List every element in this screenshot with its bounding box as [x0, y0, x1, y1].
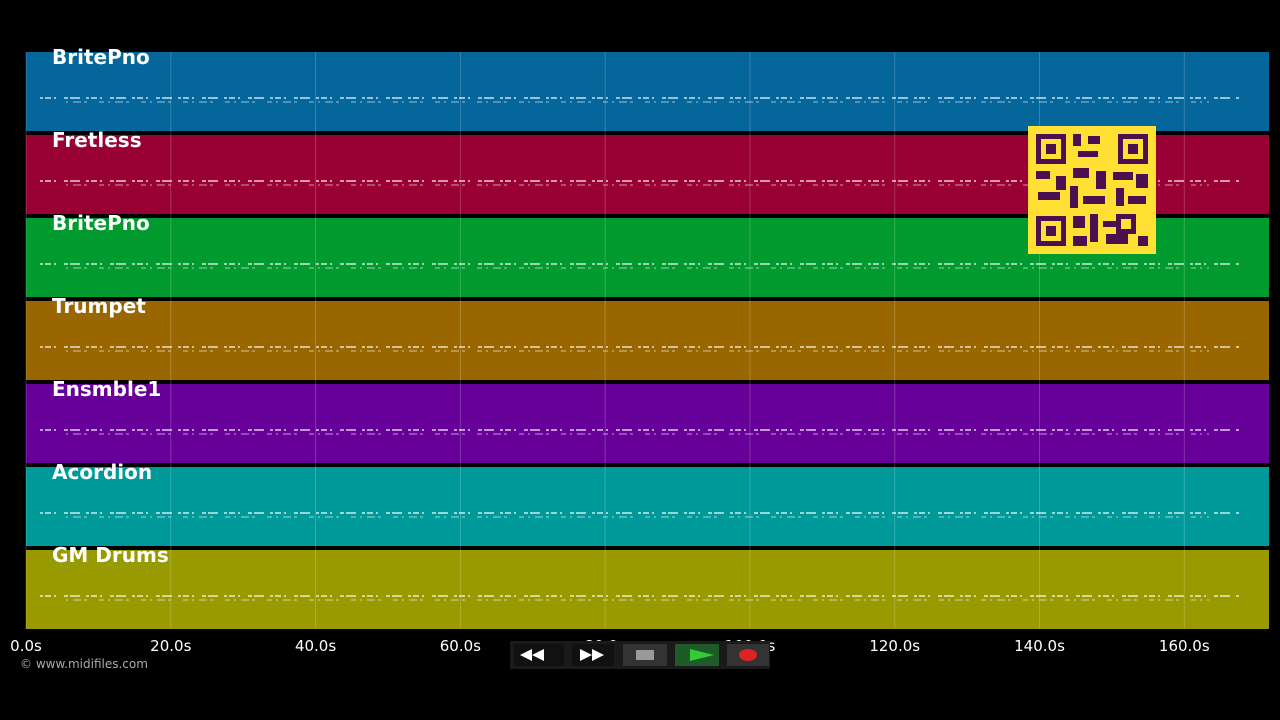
- track-lane: [26, 301, 1269, 380]
- x-tick-label: 120.0s: [869, 637, 920, 655]
- x-tick-label: 160.0s: [1159, 637, 1210, 655]
- x-tick-label: 20.0s: [150, 637, 191, 655]
- track-name: Acordion: [52, 460, 152, 484]
- play-button[interactable]: [675, 644, 719, 666]
- track-lanes: [26, 52, 1269, 629]
- forward-button[interactable]: [572, 644, 614, 666]
- track-lane: [26, 52, 1269, 131]
- rewind-button[interactable]: [514, 644, 564, 666]
- x-tick-label: 140.0s: [1014, 637, 1065, 655]
- track-lane: [26, 550, 1269, 629]
- x-tick-label: 40.0s: [295, 637, 336, 655]
- track-lane: [26, 467, 1269, 546]
- track-lane: [26, 384, 1269, 463]
- record-button[interactable]: [727, 644, 769, 666]
- track-name: Fretless: [52, 128, 142, 152]
- x-tick-label: 60.0s: [440, 637, 481, 655]
- track-labels: BritePno Fretless BritePno Trumpet Ensmble1 A…: [52, 45, 169, 567]
- copyright: © www.midifiles.com: [20, 657, 148, 671]
- playback-controls: [510, 641, 770, 669]
- stop-button[interactable]: [623, 644, 667, 666]
- track-name: BritePno: [52, 45, 150, 69]
- track-name: BritePno: [52, 211, 150, 235]
- qr-code: [1028, 126, 1156, 254]
- grid: [25, 52, 1185, 629]
- track-name: Trumpet: [52, 294, 146, 318]
- track-name: GM Drums: [52, 543, 169, 567]
- track-name: Ensmble1: [52, 377, 161, 401]
- x-tick-label: 0.0s: [10, 637, 42, 655]
